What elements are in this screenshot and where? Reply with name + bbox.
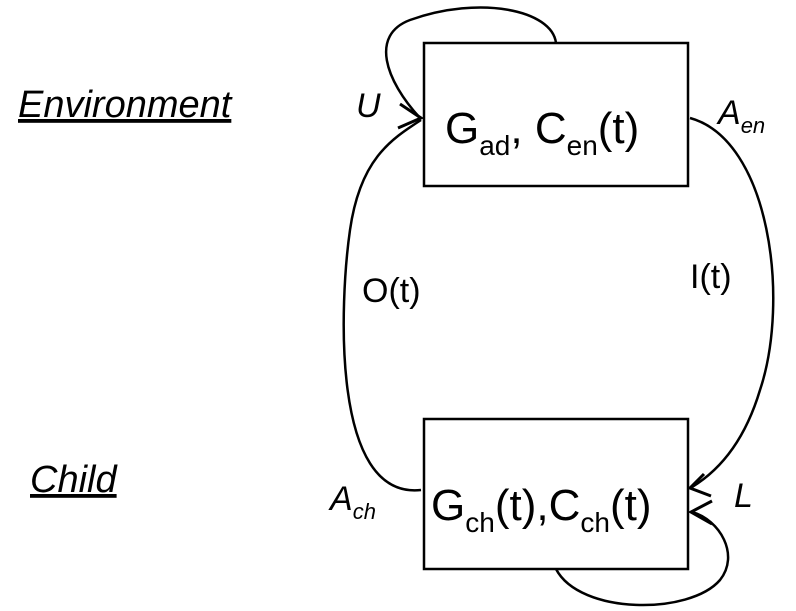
i-label: I(t) — [690, 258, 732, 296]
env-c-sub: en — [567, 130, 598, 161]
l-label: L — [734, 477, 753, 515]
env-c-arg: (t) — [598, 104, 640, 153]
child-box-label: Gch(t),Cch(t) — [431, 481, 651, 538]
i-arrowhead-icon — [687, 472, 712, 498]
child-c: C — [549, 481, 581, 530]
u-arrowhead-icon — [397, 102, 425, 130]
child-c-arg: (t) — [610, 481, 652, 530]
env-c: C — [535, 104, 567, 153]
child-g-arg: (t), — [495, 481, 549, 530]
environment-label: Environment — [18, 84, 233, 126]
o-edge — [342, 118, 422, 492]
u-label: U — [356, 87, 381, 125]
child-g-sub: ch — [465, 507, 495, 538]
l-arrowhead-icon — [687, 499, 713, 526]
l-loop-edge — [554, 510, 730, 607]
u-loop-edge — [384, 6, 558, 119]
env-g: G — [445, 104, 479, 153]
env-g-sub: ad — [479, 130, 510, 161]
o-label: O(t) — [362, 272, 421, 310]
env-sep: , — [510, 104, 534, 153]
a-en-label: Aen — [716, 94, 765, 138]
environment-box-label: Gad, Cen(t) — [445, 104, 639, 161]
i-edge — [689, 116, 775, 489]
child-c-sub: ch — [580, 507, 610, 538]
child-g: G — [431, 481, 465, 530]
child-label: Child — [30, 459, 118, 501]
a-ch-label: Ach — [328, 480, 376, 524]
